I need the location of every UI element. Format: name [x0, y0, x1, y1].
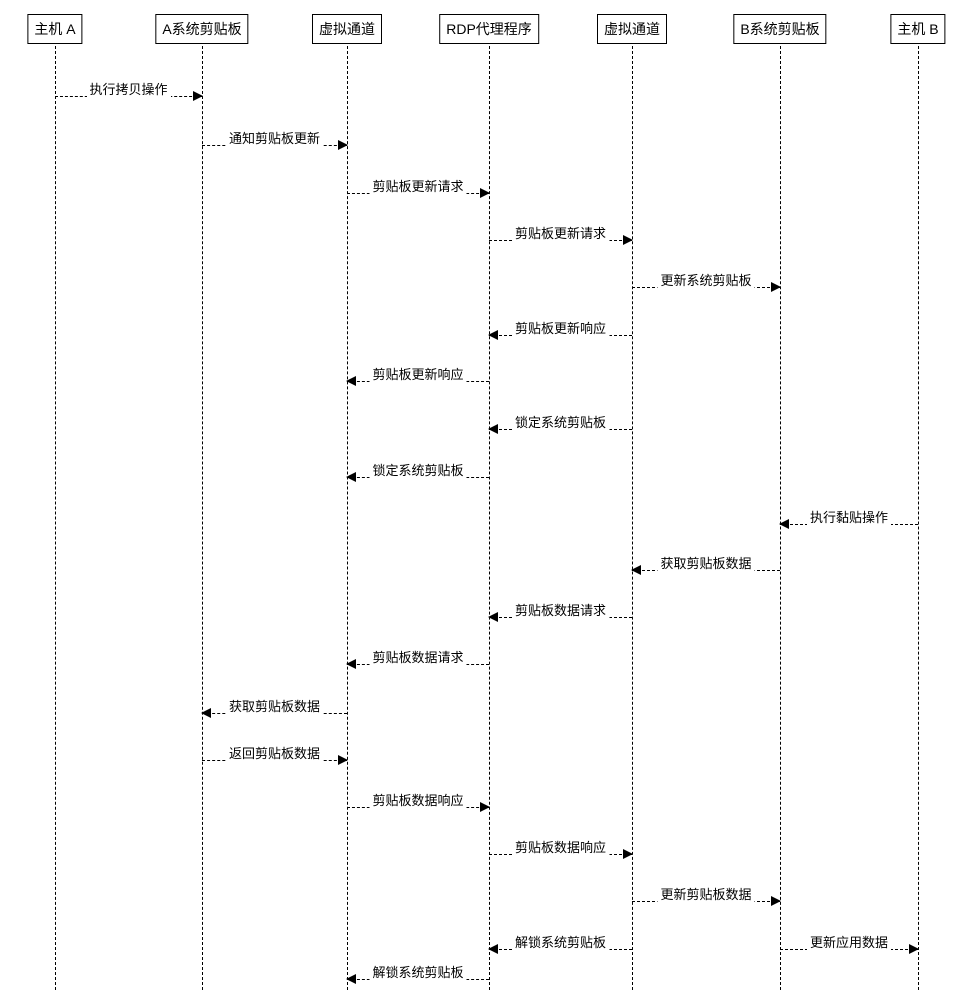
message-label: 锁定系统剪贴板: [369, 460, 466, 479]
sequence-diagram: 主机 A A系统剪贴板 虚拟通道 RDP代理程序 虚拟通道 B系统剪贴板 主机 B 执行拷贝操…: [0, 0, 973, 1000]
participant-label: RDP代理程序: [446, 21, 532, 37]
lifeline-hostA: [55, 46, 56, 990]
lifeline-hostB: [918, 46, 919, 990]
participant-hostB: 主机 B: [890, 14, 945, 44]
message-label: 获取剪贴板数据: [226, 696, 323, 715]
participant-hostA: 主机 A: [27, 14, 82, 44]
arrow-head-icon: [631, 565, 641, 575]
message-arrow: 返回剪贴板数据: [202, 751, 347, 771]
arrow-head-icon: [346, 974, 356, 984]
message-label: 获取剪贴板数据: [657, 553, 754, 572]
arrow-head-icon: [480, 188, 490, 198]
arrow-head-icon: [771, 282, 781, 292]
participant-clipA: A系统剪贴板: [155, 14, 248, 44]
arrow-head-icon: [623, 849, 633, 859]
message-arrow: 解锁系统剪贴板: [489, 940, 632, 960]
lifeline-clipA: [202, 46, 203, 990]
message-label: 锁定系统剪贴板: [512, 412, 609, 431]
message-label: 剪贴板更新请求: [512, 223, 609, 242]
message-arrow: 更新系统剪贴板: [632, 278, 780, 298]
message-label: 剪贴板数据请求: [512, 600, 609, 619]
message-arrow: 执行拷贝操作: [55, 87, 202, 107]
arrow-head-icon: [338, 140, 348, 150]
arrow-head-icon: [346, 376, 356, 386]
message-arrow: 解锁系统剪贴板: [347, 970, 489, 990]
message-label: 剪贴板数据请求: [369, 647, 466, 666]
message-arrow: 剪贴板数据响应: [347, 798, 489, 818]
participant-clipB: B系统剪贴板: [733, 14, 826, 44]
message-arrow: 剪贴板更新响应: [347, 372, 489, 392]
participant-label: 主机 B: [897, 21, 938, 37]
message-arrow: 剪贴板数据响应: [489, 845, 632, 865]
participant-label: A系统剪贴板: [162, 21, 241, 37]
message-label: 返回剪贴板数据: [226, 743, 323, 762]
arrow-head-icon: [193, 91, 203, 101]
arrow-head-icon: [488, 612, 498, 622]
message-label: 剪贴板更新响应: [369, 364, 466, 383]
message-arrow: 获取剪贴板数据: [632, 561, 780, 581]
participant-label: B系统剪贴板: [740, 21, 819, 37]
arrow-head-icon: [488, 424, 498, 434]
arrow-head-icon: [623, 235, 633, 245]
arrow-head-icon: [338, 755, 348, 765]
message-arrow: 剪贴板数据请求: [489, 608, 632, 628]
message-label: 执行拷贝操作: [86, 79, 170, 98]
arrow-head-icon: [346, 659, 356, 669]
participant-vchB: 虚拟通道: [597, 14, 667, 44]
message-label: 剪贴板数据响应: [512, 837, 609, 856]
message-label: 更新剪贴板数据: [657, 884, 754, 903]
message-label: 通知剪贴板更新: [226, 128, 323, 147]
message-label: 解锁系统剪贴板: [512, 932, 609, 951]
arrow-head-icon: [201, 708, 211, 718]
message-arrow: 获取剪贴板数据: [202, 704, 347, 724]
participant-label: 虚拟通道: [319, 21, 375, 37]
message-arrow: 更新应用数据: [780, 940, 918, 960]
message-arrow: 剪贴板更新请求: [489, 231, 632, 251]
participant-label: 主机 A: [34, 21, 75, 37]
message-arrow: 锁定系统剪贴板: [347, 468, 489, 488]
arrow-head-icon: [480, 802, 490, 812]
message-label: 更新应用数据: [807, 932, 891, 951]
message-arrow: 通知剪贴板更新: [202, 136, 347, 156]
arrow-head-icon: [909, 944, 919, 954]
participant-rdp: RDP代理程序: [439, 14, 539, 44]
arrow-head-icon: [488, 944, 498, 954]
arrow-head-icon: [346, 472, 356, 482]
message-arrow: 剪贴板数据请求: [347, 655, 489, 675]
message-arrow: 锁定系统剪贴板: [489, 420, 632, 440]
message-arrow: 执行黏贴操作: [780, 515, 918, 535]
message-arrow: 更新剪贴板数据: [632, 892, 780, 912]
message-label: 执行黏贴操作: [807, 507, 891, 526]
arrow-head-icon: [771, 896, 781, 906]
message-label: 剪贴板更新响应: [512, 318, 609, 337]
message-label: 剪贴板更新请求: [369, 176, 466, 195]
message-label: 解锁系统剪贴板: [369, 962, 466, 981]
message-label: 更新系统剪贴板: [657, 270, 754, 289]
message-arrow: 剪贴板更新响应: [489, 326, 632, 346]
participant-vchA: 虚拟通道: [312, 14, 382, 44]
message-arrow: 剪贴板更新请求: [347, 184, 489, 204]
arrow-head-icon: [779, 519, 789, 529]
message-label: 剪贴板数据响应: [369, 790, 466, 809]
participant-label: 虚拟通道: [604, 21, 660, 37]
arrow-head-icon: [488, 330, 498, 340]
